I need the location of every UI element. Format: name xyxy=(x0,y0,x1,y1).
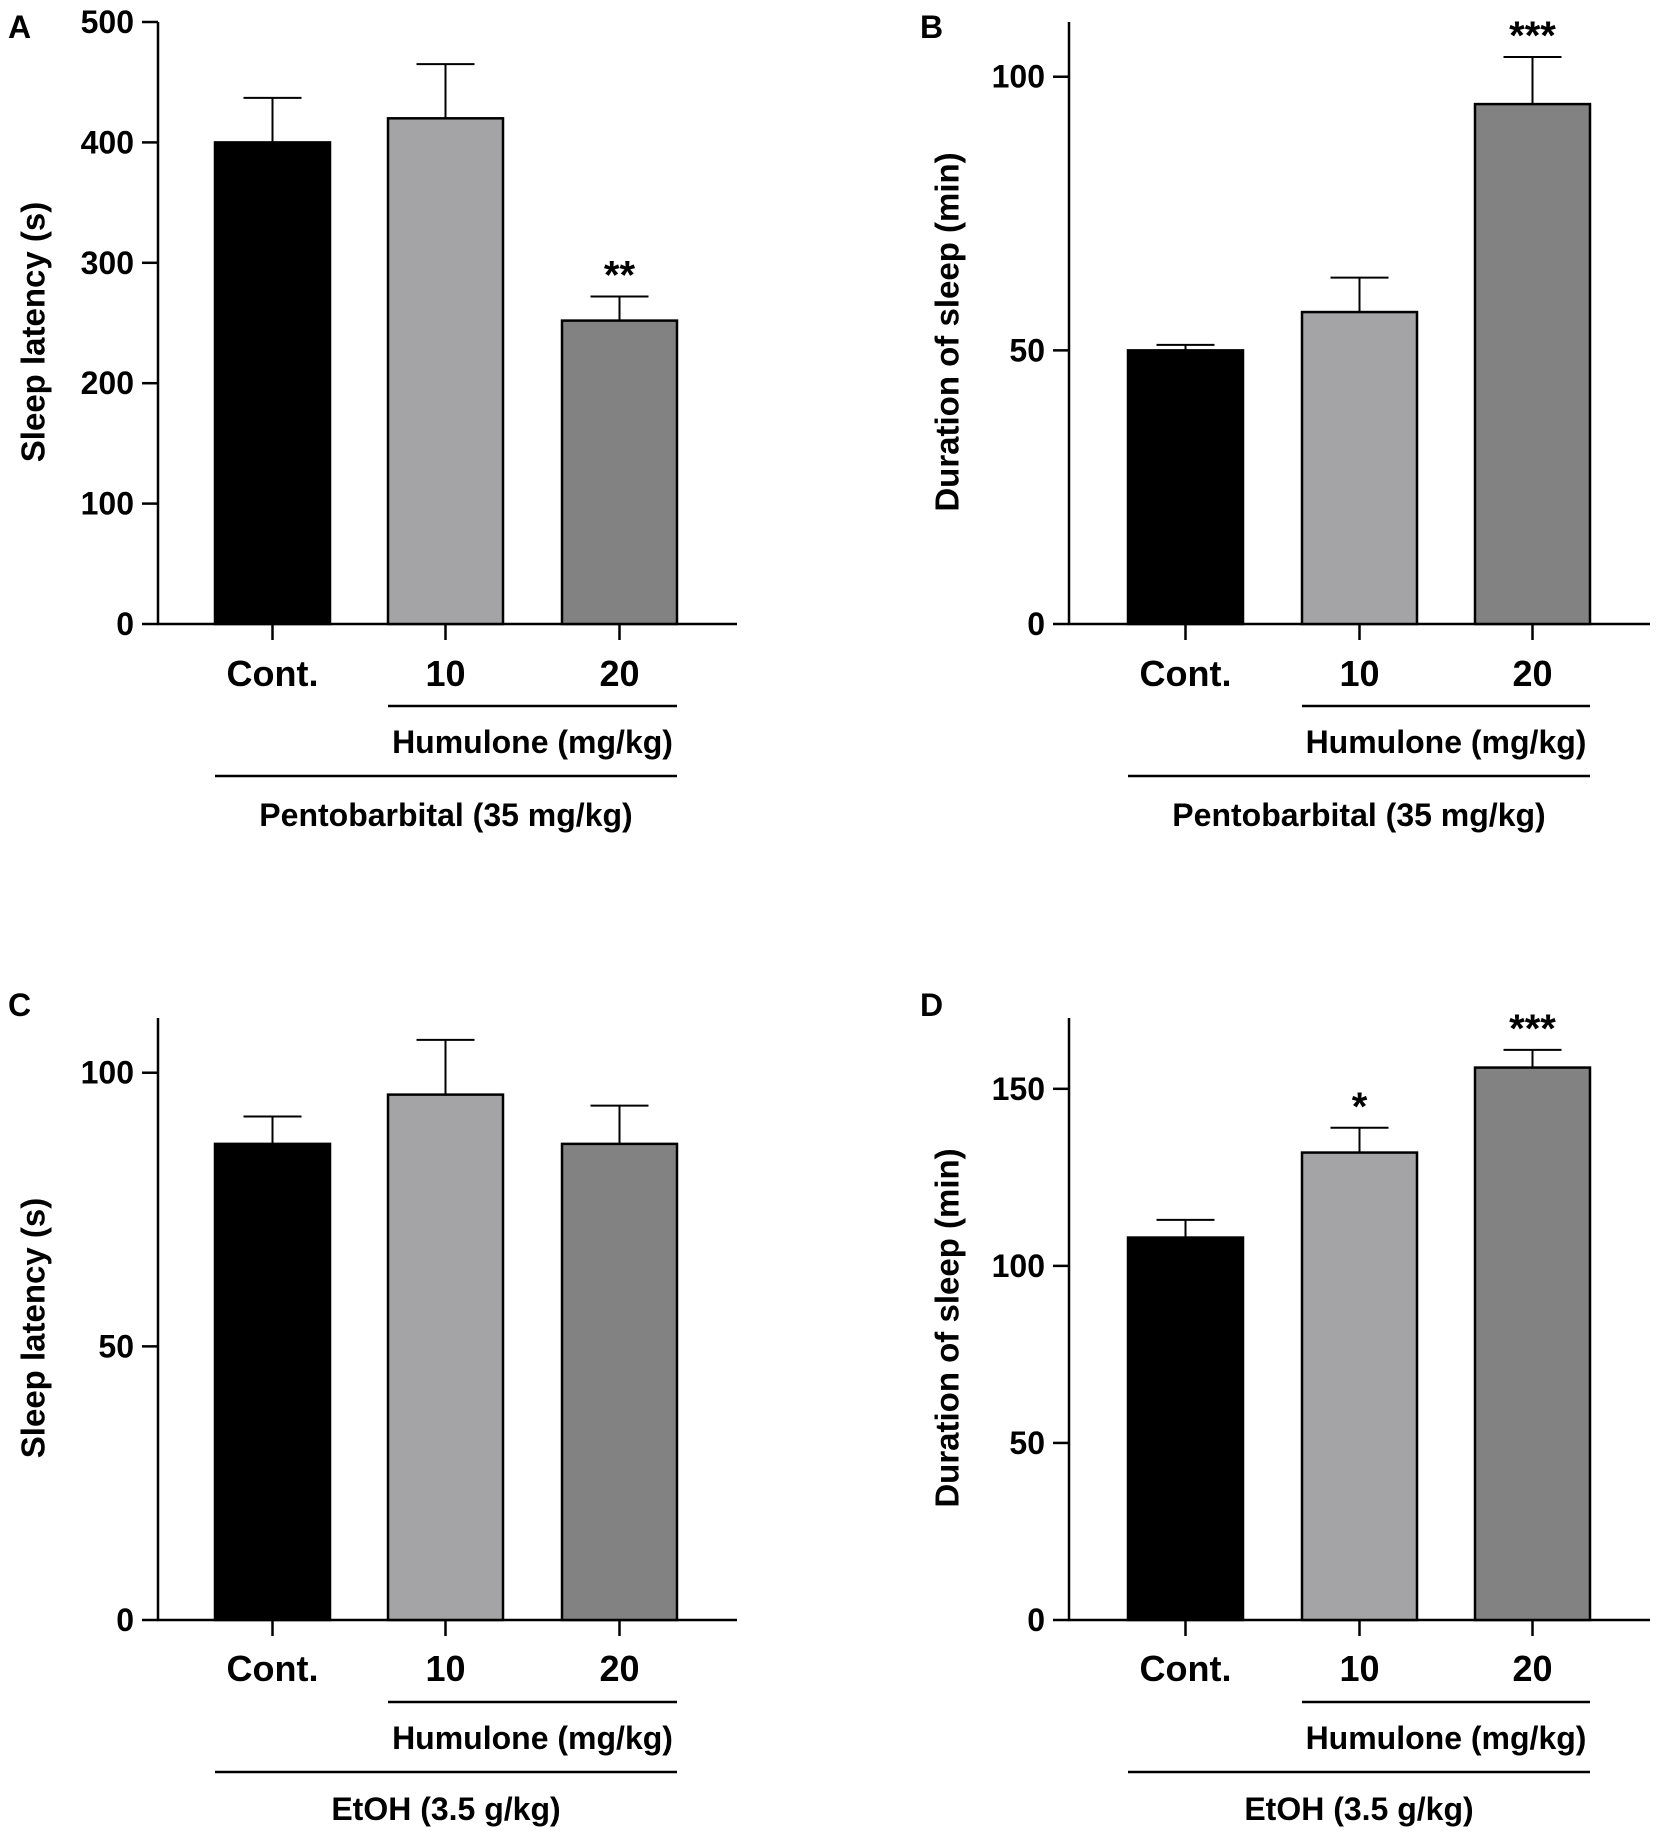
panel-d-group-label: Humulone (mg/kg) xyxy=(1306,1720,1587,1756)
panel-d-letter: D xyxy=(920,987,943,1023)
panel-c-bar-2 xyxy=(386,1093,505,1622)
panel-a-y-tick-label: 100 xyxy=(81,486,134,522)
panel-a-category-label: Cont. xyxy=(227,653,319,694)
panel-c-bar-3 xyxy=(560,1142,679,1622)
panel-b-category-label: 10 xyxy=(1339,653,1379,694)
panel-d-category-label: Cont. xyxy=(1140,1648,1232,1689)
panel-d-bar-1 xyxy=(1126,1236,1245,1622)
panel-a-y-tick-label: 400 xyxy=(81,124,134,160)
panel-a-letter: A xyxy=(8,9,31,45)
panel-c-category-label: Cont. xyxy=(227,1648,319,1689)
panel-c-group-label: Humulone (mg/kg) xyxy=(392,1720,673,1756)
panel-d-category-label: 10 xyxy=(1339,1648,1379,1689)
panel-b-treatment-label: Pentobarbital (35 mg/kg) xyxy=(1172,797,1545,833)
panel-a-treatment-label: Pentobarbital (35 mg/kg) xyxy=(259,797,632,833)
panel-b-bar-2 xyxy=(1300,310,1419,626)
panel-c-bar-1 xyxy=(213,1142,332,1622)
panel-d-y-tick-label: 50 xyxy=(1009,1425,1045,1461)
panel-b-letter: B xyxy=(920,9,943,45)
panel-a-group-label: Humulone (mg/kg) xyxy=(392,724,673,760)
panel-b-y-axis-label: Duration of sleep (min) xyxy=(929,152,966,511)
panel-b-bar-3 xyxy=(1473,102,1592,626)
panel-d-treatment-label: EtOH (3.5 g/kg) xyxy=(1244,1791,1473,1827)
panel-c-category-label: 20 xyxy=(599,1648,639,1689)
panel-c-y-tick-label: 100 xyxy=(81,1055,134,1091)
panel-c-y-tick-label: 50 xyxy=(98,1328,134,1364)
panel-d-category-label: 20 xyxy=(1512,1648,1552,1689)
panel-c-letter: C xyxy=(8,987,31,1023)
panel-d-significance-marker: * xyxy=(1352,1085,1368,1129)
panel-b-category-label: Cont. xyxy=(1140,653,1232,694)
panel-b-bar-1 xyxy=(1126,349,1245,626)
panel-c-y-axis-label: Sleep latency (s) xyxy=(15,1198,52,1458)
panel-a-bar-2 xyxy=(386,117,505,626)
panel-a-y-tick-label: 500 xyxy=(81,4,134,40)
panel-a-significance-marker: ** xyxy=(604,254,636,298)
panel-a-y-axis-label: Sleep latency (s) xyxy=(15,202,52,462)
panel-b-y-tick-label: 0 xyxy=(1027,606,1045,642)
panel-a-y-tick-label: 0 xyxy=(116,606,134,642)
panel-a-bar-3 xyxy=(560,319,679,626)
panel-d-y-tick-label: 150 xyxy=(992,1071,1045,1107)
panel-a-category-label: 10 xyxy=(425,653,465,694)
panel-d-y-tick-label: 100 xyxy=(992,1248,1045,1284)
panel-a-bar-1 xyxy=(213,141,332,626)
panel-a-y-tick-label: 200 xyxy=(81,365,134,401)
panel-c-y-tick-label: 0 xyxy=(116,1602,134,1638)
panel-c-category-label: 10 xyxy=(425,1648,465,1689)
panel-d-y-tick-label: 0 xyxy=(1027,1602,1045,1638)
panel-d-significance-marker: *** xyxy=(1509,1007,1556,1051)
panel-c-treatment-label: EtOH (3.5 g/kg) xyxy=(331,1791,560,1827)
panel-b-category-label: 20 xyxy=(1512,653,1552,694)
panel-a-category-label: 20 xyxy=(599,653,639,694)
panel-d-bar-2 xyxy=(1300,1151,1419,1622)
panel-b-significance-marker: *** xyxy=(1509,14,1556,58)
panel-b-y-tick-label: 50 xyxy=(1009,332,1045,368)
panel-d-bar-3 xyxy=(1473,1066,1592,1622)
panel-b-y-tick-label: 100 xyxy=(992,59,1045,95)
panel-d-y-axis-label: Duration of sleep (min) xyxy=(929,1148,966,1507)
panel-b-group-label: Humulone (mg/kg) xyxy=(1306,724,1587,760)
panel-a-y-tick-label: 300 xyxy=(81,245,134,281)
